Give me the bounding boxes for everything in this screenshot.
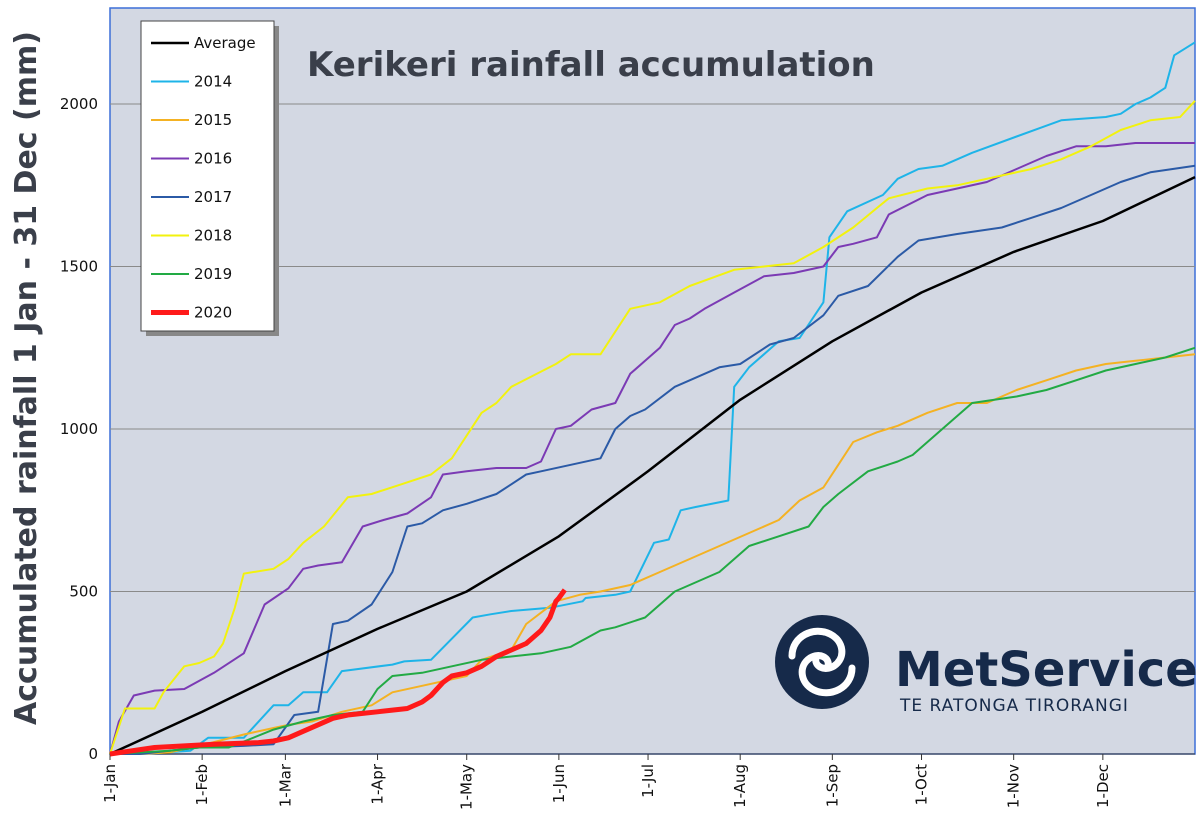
legend-label: 2016 [194,150,232,168]
x-tick-label: 1-Jan [101,764,119,803]
logo-wordmark: MetService [895,642,1198,698]
grid-lines [110,103,1195,592]
logo-tagline: TE RATONGA TIRORANGI [899,696,1129,716]
x-tick-label: 1-Feb [193,764,211,806]
legend-label: 2019 [194,265,232,283]
x-tick-label: 1-Sep [823,764,841,807]
series-lines [109,41,1196,757]
legend-label: 2015 [194,111,232,129]
series-line-2019 [109,346,1196,755]
y-tick-label: 1000 [60,420,98,438]
logo-swirl-icon [775,615,869,709]
series-line-average [109,175,1196,756]
series-line-2016 [109,142,1195,755]
series-line-2017 [110,164,1196,755]
y-tick-label: 1500 [60,258,98,276]
series-line-2018 [109,100,1196,755]
y-tick-label: 2000 [60,95,98,113]
y-tick-label: 0 [88,745,98,763]
legend: Average 2014 2015 2016 2017 2018 2019 2020 [140,20,279,336]
chart-title: Kerikeri rainfall accumulation [307,45,875,85]
metservice-logo: MetService TE RATONGA TIRORANGI [775,615,1198,716]
x-tick-label: 1-Jul [639,764,657,798]
plot-background [110,8,1195,754]
x-tick-label: 1-Dec [1094,764,1112,808]
legend-label: 2014 [194,73,232,91]
x-tick-label: 1-Apr [369,763,387,804]
legend-label: 2020 [194,304,232,322]
series-line-2014 [110,41,1196,755]
y-tick-label: 500 [69,583,98,601]
x-tick-labels: 1-Jan 1-Feb 1-Mar 1-Apr 1-May 1-Jun 1-Jul 1-Aug… [101,753,1195,810]
x-tick-label: 1-Aug [731,764,749,808]
x-tick-label: 1-Mar [276,763,294,807]
y-tick-labels: 0 500 1000 1500 2000 [60,95,98,763]
legend-box [140,20,275,332]
legend-label: 2017 [194,188,232,206]
y-axis-label: Accumulated rainfall 1 Jan - 31 Dec (mm) [9,31,44,725]
x-tick-label: 1-Nov [1005,764,1023,808]
series-line-2020 [109,588,567,757]
x-tick-label: 1-Jun [550,764,568,803]
legend-label: Average [194,34,256,52]
x-tick-label: 1-May [458,764,476,810]
legend-label: 2018 [194,227,232,245]
x-tick-label: 1-Oct [913,764,931,805]
